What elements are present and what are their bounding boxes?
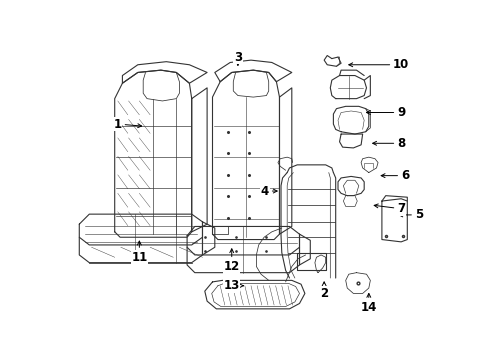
Text: 14: 14 [360, 293, 376, 314]
Text: 4: 4 [260, 185, 277, 198]
Text: 13: 13 [223, 279, 243, 292]
Text: 11: 11 [131, 241, 147, 264]
Text: 5: 5 [398, 208, 422, 221]
Text: 7: 7 [373, 202, 405, 215]
Text: 6: 6 [380, 169, 408, 182]
Text: 12: 12 [223, 249, 240, 273]
Text: 2: 2 [320, 282, 327, 300]
Text: 10: 10 [348, 58, 408, 71]
Text: 8: 8 [372, 137, 405, 150]
Text: 3: 3 [233, 50, 242, 65]
Text: 9: 9 [366, 106, 405, 119]
Text: 1: 1 [114, 118, 142, 131]
